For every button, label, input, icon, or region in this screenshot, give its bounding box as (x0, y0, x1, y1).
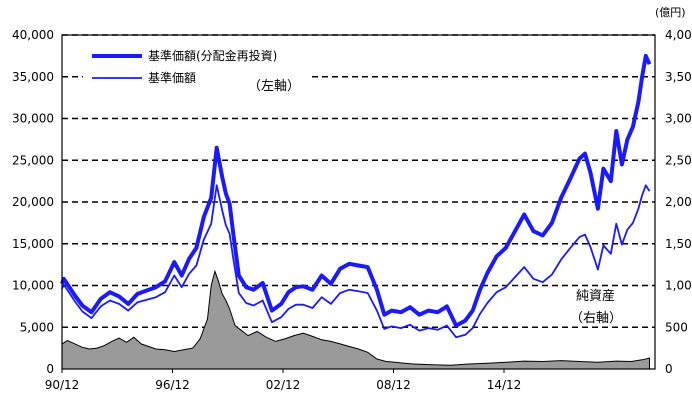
nav-line (61, 184, 651, 339)
right-tick-label: 500 (665, 320, 688, 334)
legend-label-reinvested: 基準価額(分配金再投資) (148, 48, 277, 63)
legend-label-nav: 基準価額 (148, 70, 196, 85)
left-tick-label: 0 (46, 362, 54, 376)
right-tick-label: 1,000 (665, 279, 692, 293)
plot-frame (61, 34, 656, 370)
right-tick-label: 2,500 (665, 153, 692, 167)
axis-layer: 0 0 5,000 500 10,000 1,000 15,000 1,500 20,000 2,… (12, 28, 692, 392)
left-tick-label: 40,000 (12, 28, 54, 42)
right-tick-label: 1,500 (665, 237, 692, 251)
left-tick-label: 25,000 (12, 153, 54, 167)
x-tick-label: 02/12 (266, 378, 301, 392)
x-tick-label: 08/12 (376, 378, 411, 392)
right-tick-label: 3,000 (665, 112, 692, 126)
left-tick-label: 15,000 (12, 237, 54, 251)
legend-box (83, 42, 311, 88)
left-tick-label: 35,000 (12, 70, 54, 84)
left-tick-label: 30,000 (12, 112, 54, 126)
left-axis-note: （左軸） (248, 79, 300, 94)
legend: 基準価額(分配金再投資) 基準価額 (83, 42, 311, 88)
right-tick-label: 4,000 (665, 28, 692, 42)
left-tick-label: 20,000 (12, 195, 54, 209)
x-tick-label: 14/12 (487, 378, 522, 392)
right-tick-label: 3,500 (665, 70, 692, 84)
right-tick-label: 0 (665, 362, 673, 376)
left-tick-label: 5,000 (20, 320, 54, 334)
net-assets-area (61, 269, 650, 370)
right-axis-unit: (億円) (655, 6, 686, 19)
x-tick-label: 96/12 (155, 378, 190, 392)
line-layer (60, 53, 652, 339)
net-assets-label: 純資産 (576, 288, 615, 304)
x-tick-label: 90/12 (45, 378, 80, 392)
area-layer (61, 269, 650, 370)
right-tick-label: 2,000 (665, 195, 692, 209)
nav-reinvested-line (60, 53, 652, 328)
annotations: （左軸） 純資産 （右軸） (億円) (248, 6, 686, 326)
left-tick-label: 10,000 (12, 279, 54, 293)
right-axis-note: （右軸） (570, 311, 622, 326)
